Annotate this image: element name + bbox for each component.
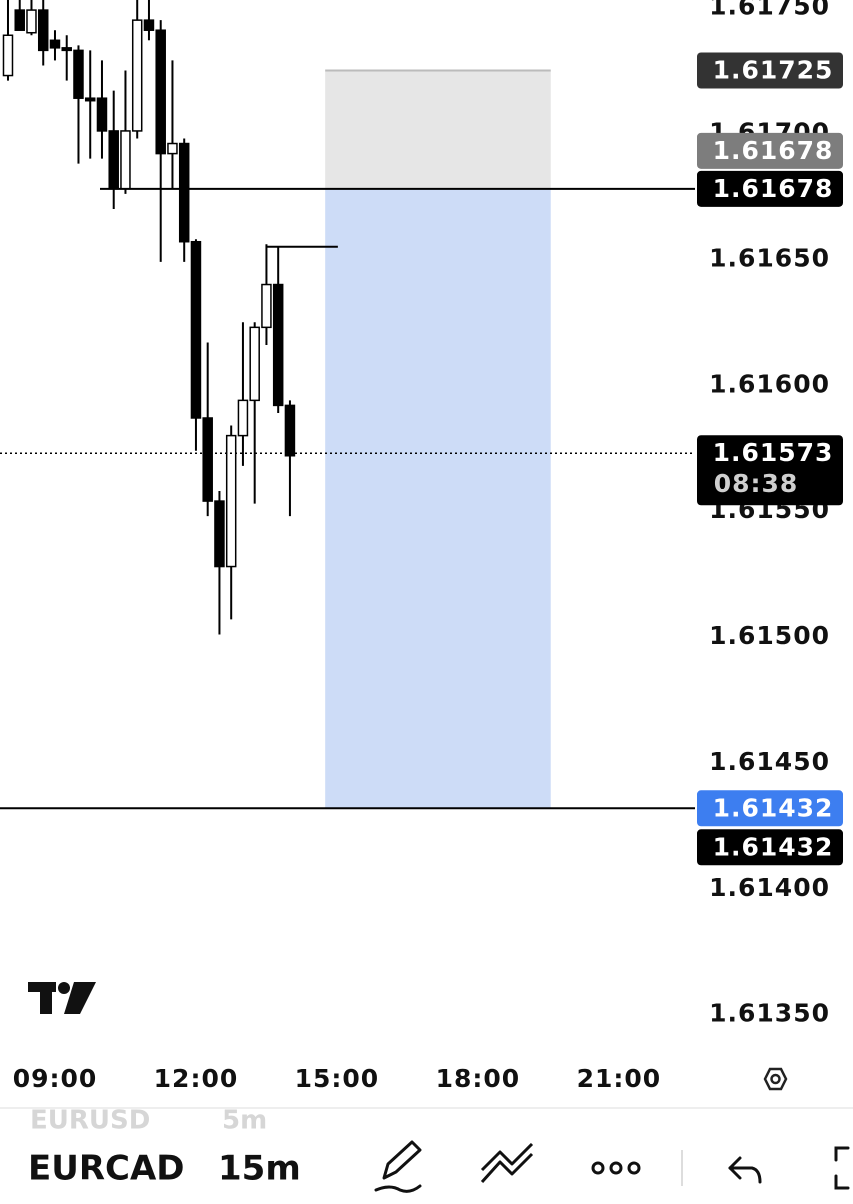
stop-tag-box: [697, 52, 843, 89]
entry-tag-box: [697, 170, 843, 207]
candle-body: [96, 97, 108, 132]
indicator-icon[interactable]: [480, 1142, 534, 1184]
more-icon[interactable]: [591, 1161, 641, 1175]
candle-body: [190, 240, 202, 419]
entry-tag-gray-text: 1.61678: [713, 136, 834, 165]
x-tick-label: 18:00: [436, 1064, 521, 1093]
logo: [28, 982, 96, 1014]
last-price-box: [697, 435, 843, 506]
candle-body: [26, 9, 37, 34]
target-zone: [325, 188, 551, 809]
y-tick-label: 1.61350: [709, 999, 830, 1028]
y-tick-label: 1.61650: [709, 243, 830, 272]
candle-body: [178, 142, 190, 243]
candle-body: [108, 130, 119, 190]
candle-body: [84, 97, 96, 102]
y-tick-label: 1.61450: [709, 747, 830, 776]
target-tag-blue-box: [697, 790, 843, 827]
settings-icon[interactable]: [763, 1067, 788, 1091]
target-tag-text: 1.61432: [713, 832, 834, 861]
interval[interactable]: 15m: [218, 1149, 301, 1189]
candle-body: [131, 19, 143, 132]
candle-body: [202, 417, 213, 502]
symbol[interactable]: EURCAD: [28, 1149, 185, 1189]
y-tick-label: 1.61400: [709, 873, 830, 902]
price-axis: 1.617501.617001.616501.616001.615501.615…: [709, 0, 830, 1028]
fullscreen-icon[interactable]: [834, 1146, 850, 1190]
x-tick-label: 21:00: [577, 1064, 662, 1093]
stop-zone: [325, 70, 551, 189]
candle-body: [49, 39, 61, 49]
target-tag-box: [697, 829, 843, 866]
countdown-text: 08:38: [714, 469, 799, 498]
candle-body: [155, 29, 166, 155]
previous-interval[interactable]: 5m: [222, 1106, 267, 1136]
candle-body: [37, 9, 49, 52]
stop-tag-text: 1.61725: [713, 56, 834, 85]
candle-body: [73, 49, 84, 99]
undo-icon[interactable]: [728, 1156, 762, 1184]
candle-body: [237, 399, 249, 437]
y-tick-label: 1.61750: [709, 0, 830, 21]
candle-body: [120, 130, 131, 190]
candle-body: [261, 283, 272, 329]
candle-body: [61, 47, 72, 52]
entry-tag-text: 1.61678: [713, 174, 834, 203]
price-tags: 1.61725 1.61678 1.61678 1.61432 1.61432 1.615…: [697, 52, 843, 866]
plot-area: [0, 0, 695, 810]
candle-body: [167, 142, 178, 155]
x-tick-label: 15:00: [295, 1064, 380, 1093]
candle-body: [225, 434, 237, 568]
drawing-tool-icon[interactable]: [374, 1140, 422, 1193]
target-tag-blue-text: 1.61432: [713, 793, 834, 822]
candle-body: [143, 19, 155, 31]
candle-body: [284, 404, 296, 457]
candle-body: [214, 500, 225, 568]
y-tick-label: 1.61600: [709, 369, 830, 398]
x-tick-label: 12:00: [154, 1064, 239, 1093]
candle-body: [2, 34, 14, 77]
last-price-text: 1.61573: [713, 438, 834, 467]
candle-body: [272, 283, 284, 407]
candle-body: [249, 326, 260, 402]
previous-symbol[interactable]: EURUSD: [30, 1106, 150, 1136]
y-tick-label: 1.61500: [709, 621, 830, 650]
x-tick-label: 09:00: [13, 1064, 98, 1093]
time-axis: 09:00 12:00 15:00 18:00 21:00: [13, 1064, 662, 1093]
entry-tag-gray-box: [697, 132, 843, 169]
candle-body: [14, 9, 25, 31]
